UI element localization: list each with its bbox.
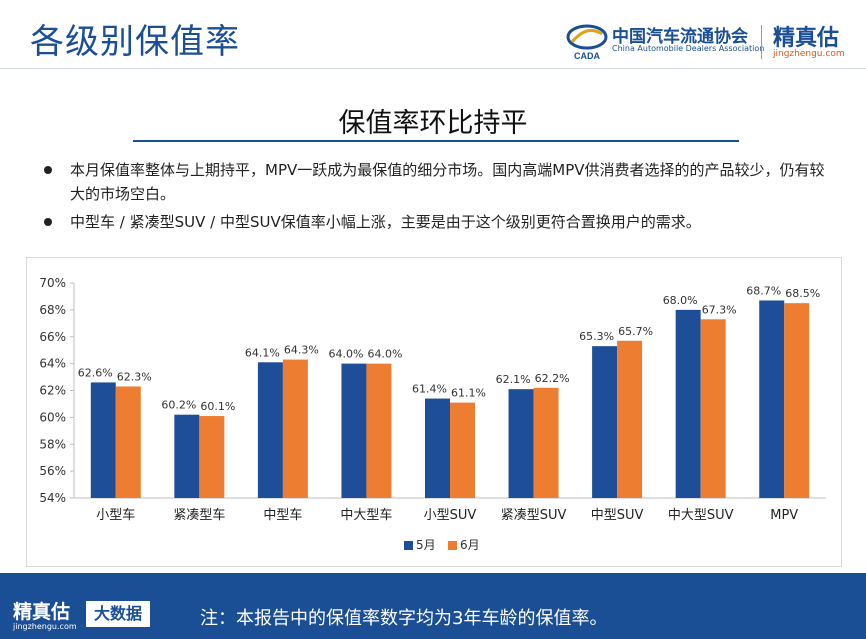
data-label: 65.7% (618, 325, 653, 338)
bullet-dot-icon (44, 166, 52, 174)
x-tick-label: 紧凑型SUV (501, 508, 567, 523)
data-label: 60.1% (200, 400, 235, 413)
x-tick-label: 小型SUV (424, 508, 477, 523)
bar-june (617, 340, 643, 498)
jzg-logo-url: jingzhengu.com (773, 49, 845, 59)
data-label: 65.3% (579, 330, 614, 343)
legend-label: 6月 (460, 538, 480, 552)
y-tick-label: 62% (39, 384, 66, 398)
logo-divider (761, 25, 762, 59)
bar-may (508, 389, 534, 498)
bar-may (257, 362, 283, 498)
x-tick-label: 中大型车 (340, 507, 392, 523)
residual-value-bar-chart: 54% 56% 58% 60% 62% 64% 66% 68% 70% 62.6% 62.3% 小型车… (39, 276, 826, 552)
footer-brand: 精真估 (13, 601, 71, 623)
caada-logo-icon: CADA (566, 24, 608, 61)
data-label: 64.3% (284, 344, 319, 357)
y-tick-label: 70% (39, 276, 66, 290)
legend-label: 5月 (416, 538, 436, 552)
x-tick-label: 中型SUV (591, 508, 644, 523)
bar-may (174, 414, 200, 498)
bar-june (784, 303, 810, 498)
y-tick-label: 56% (39, 464, 66, 478)
y-tick-label: 64% (39, 357, 66, 371)
data-label: 61.4% (412, 383, 447, 396)
footer-url: jingzhengu.com (13, 622, 77, 631)
data-label: 64.0% (367, 348, 402, 361)
section-subtitle: 保值率环比持平 (338, 108, 528, 139)
data-label: 61.1% (451, 387, 486, 400)
caada-name-cn: 中国汽车流通协会 (612, 27, 748, 47)
data-label: 64.1% (245, 346, 280, 359)
y-tick-label: 66% (39, 330, 66, 344)
y-tick-label: 60% (39, 410, 66, 424)
bullet-text: 中型车 / 紧凑型SUV / 中型SUV保值率小幅上涨，主要是由于这个级别更符合… (70, 213, 701, 231)
legend-swatch-may (404, 541, 413, 550)
bullet-dot-icon (44, 218, 52, 226)
bar-may (425, 398, 450, 498)
y-tick-label: 54% (39, 491, 66, 505)
bar-june (282, 359, 308, 498)
caada-mark: CADA (574, 51, 600, 61)
legend-swatch-june (448, 541, 457, 550)
data-label: 68.0% (663, 294, 698, 307)
bar-may (675, 309, 701, 498)
bar-june (533, 387, 559, 498)
bullet-text: 本月保值率整体与上期持平，MPV一跃成为最保值的细分市场。国内高端MPV供消费者… (70, 161, 825, 203)
data-label: 67.3% (702, 303, 737, 316)
data-label: 62.6% (78, 366, 113, 379)
bar-may (759, 300, 785, 498)
bullet-list: 本月保值率整体与上期持平，MPV一跃成为最保值的细分市场。国内高端MPV供消费者… (38, 158, 838, 238)
page-title: 各级别保值率 (30, 22, 240, 62)
footer-tag: 大数据 (86, 601, 150, 627)
y-tick-label: 58% (39, 437, 66, 451)
x-tick-label: 中大型SUV (668, 508, 734, 523)
bullet-item: 本月保值率整体与上期持平，MPV一跃成为最保值的细分市场。国内高端MPV供消费者… (38, 158, 838, 206)
bar-june (115, 386, 141, 498)
data-label: 68.7% (746, 284, 781, 297)
bar-may (592, 346, 618, 498)
data-label: 62.3% (117, 370, 152, 383)
x-tick-label: MPV (770, 508, 798, 523)
bar-may (90, 382, 116, 498)
bar-june (450, 402, 475, 498)
bar-may (341, 363, 367, 498)
data-label: 64.0% (328, 348, 363, 361)
bar-june (366, 363, 392, 498)
bullet-item: 中型车 / 紧凑型SUV / 中型SUV保值率小幅上涨，主要是由于这个级别更符合… (38, 210, 838, 234)
bar-june (199, 416, 225, 498)
data-label: 62.1% (496, 373, 531, 386)
subtitle-underline (133, 140, 739, 142)
x-tick-label: 小型车 (96, 507, 135, 523)
footer-note: 注：本报告中的保值率数字均为3年车龄的保值率。 (200, 608, 608, 629)
data-label: 68.5% (785, 287, 820, 300)
data-label: 60.2% (161, 399, 196, 412)
x-tick-label: 中型车 (263, 507, 302, 523)
bar-june (700, 319, 726, 498)
data-label: 62.2% (535, 372, 570, 385)
y-tick-label: 68% (39, 303, 66, 317)
jzg-logo-name: 精真估 (773, 26, 840, 51)
header-divider (0, 68, 866, 69)
x-tick-label: 紧凑型车 (173, 507, 225, 523)
chart-frame (26, 257, 842, 567)
caada-name-en: China Automobile Dealers Association (612, 44, 765, 53)
